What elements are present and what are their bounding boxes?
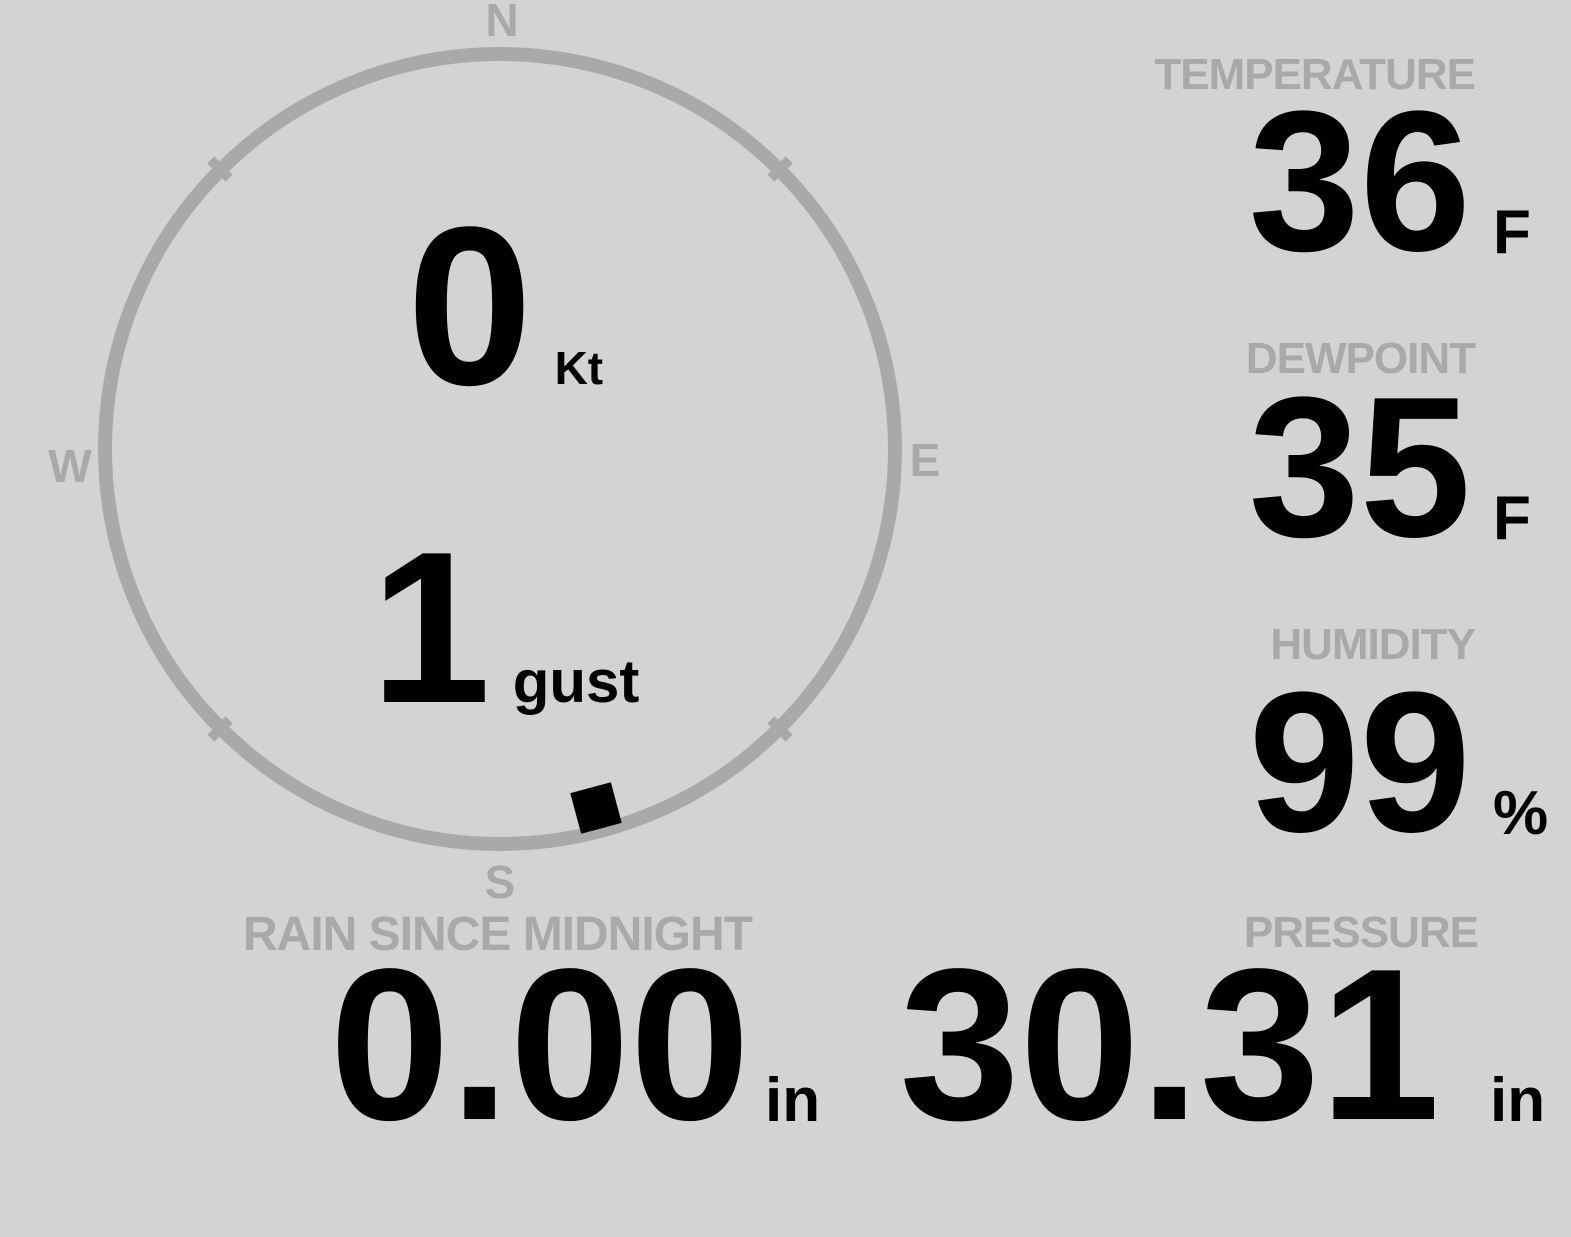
compass-label-north: N [485,0,519,46]
compass-label-west: W [48,440,92,492]
temperature-value: 36 [1248,70,1471,293]
pressure-label: PRESSURE [1243,908,1479,957]
rain-since-midnight-unit: in [765,1066,821,1135]
compass-label-south: S [484,856,516,908]
wind-speed-value: 0 [406,179,533,432]
rain-since-midnight-value: 0.00 [329,923,750,1165]
rain-since-midnight-label: RAIN SINCE MIDNIGHT [243,908,753,961]
wind-gust: 1 gust [371,503,640,752]
wind-gust-unit: gust [512,648,640,715]
humidity-label: HUMIDITY [1270,620,1476,669]
compass-label-east: E [909,434,941,486]
dewpoint-label: DEWPOINT [1245,334,1476,383]
humidity-value: 99 [1248,651,1471,874]
dewpoint-unit: F [1493,484,1531,553]
temperature-unit: F [1493,198,1531,267]
wind-speed-unit: Kt [554,342,604,394]
wind-gust-value: 1 [370,506,491,748]
compass-intercardinal-ticks [207,156,793,742]
pressure-unit: in [1490,1066,1546,1135]
compass-ring [98,47,902,851]
pressure-value: 30.31 [899,923,1440,1165]
dewpoint-value: 35 [1248,356,1471,579]
temperature-label: TEMPERATURE [1154,50,1476,99]
wind-speed: 0 Kt [407,176,603,436]
humidity-unit: % [1493,779,1549,848]
